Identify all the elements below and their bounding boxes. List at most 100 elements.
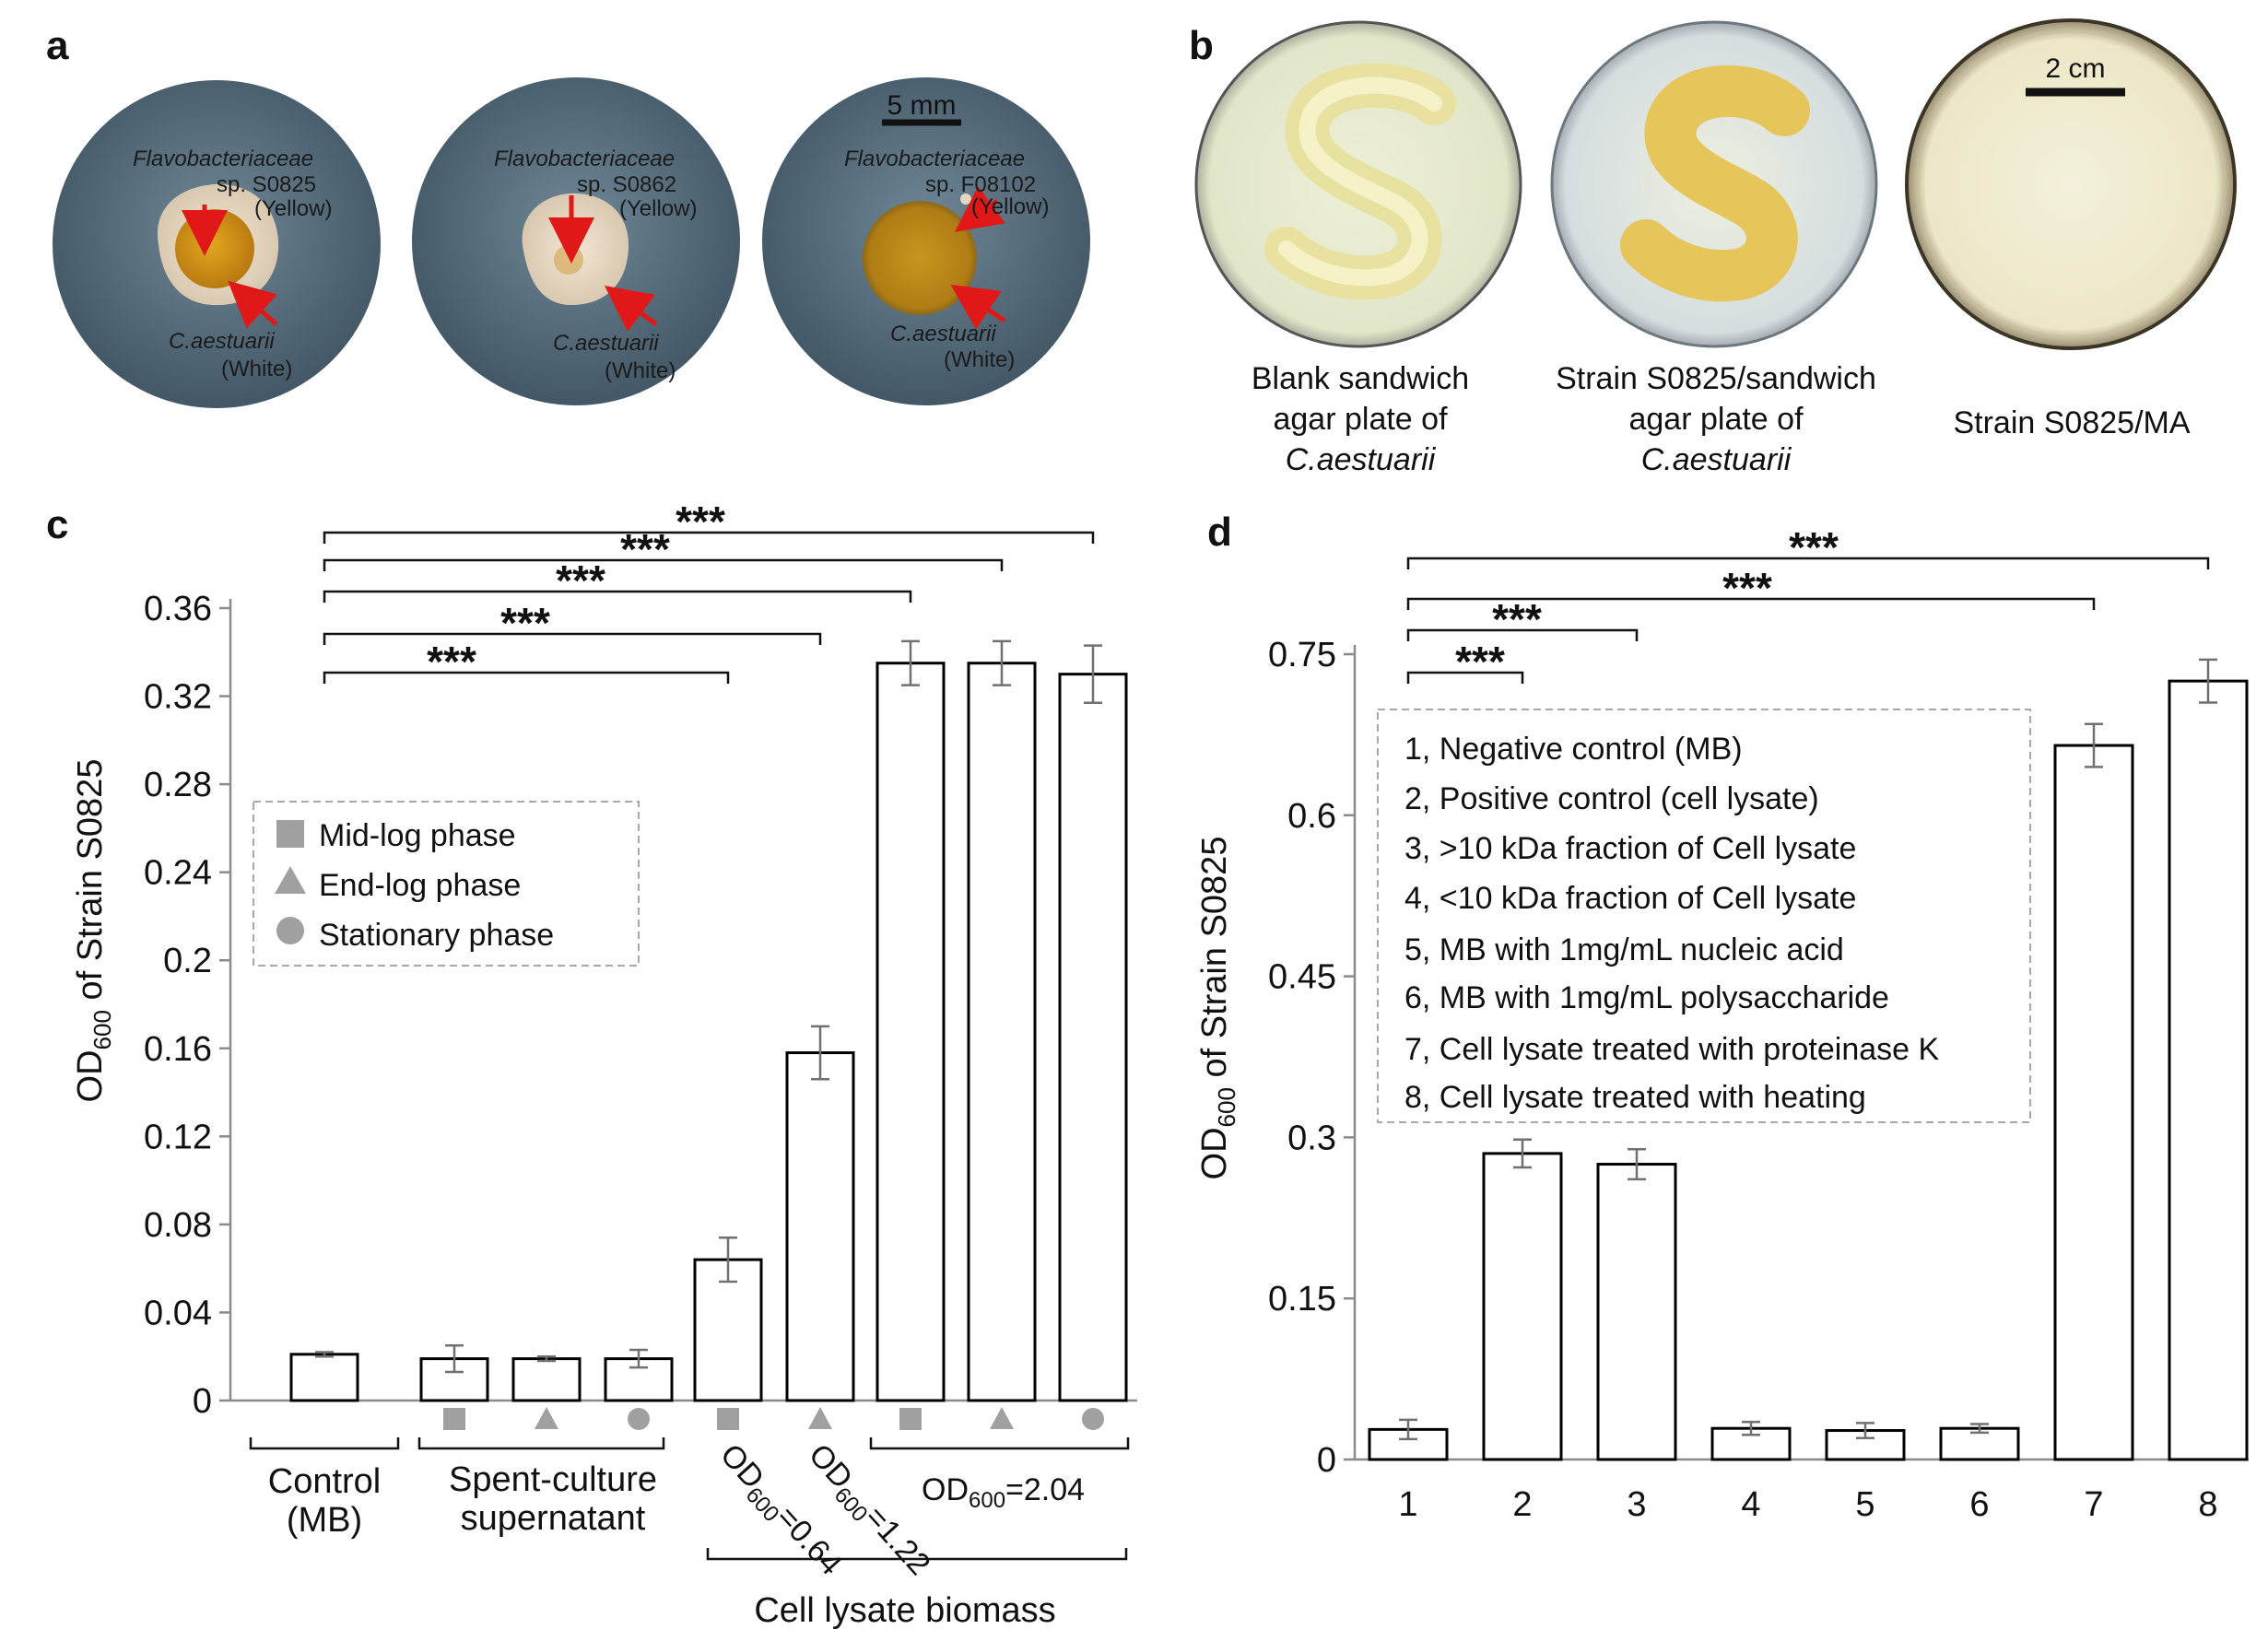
top-color-label: (Yellow) [619, 196, 697, 221]
panel-a-plate-3: 5 mm Flavobacteriaceae sp. F08102 (Yello… [762, 77, 1090, 405]
x-tick-label: 6 [1969, 1485, 1989, 1524]
legend-entry: 3, >10 kDa fraction of Cell lysate [1404, 831, 1856, 866]
bar [693, 1258, 763, 1402]
group-label: Cell lysate biomass [754, 1591, 1055, 1630]
panel-b-plate-3: 2 cm [1905, 18, 2237, 350]
circle-marker-icon [628, 1408, 650, 1430]
x-tick-label: 7 [2084, 1485, 2103, 1524]
bar [1368, 1427, 1449, 1461]
significance-stars: *** [556, 557, 605, 604]
phase-markers [443, 1407, 1104, 1430]
bar [289, 1353, 359, 1402]
bottom-species-label: C.aestuarii [553, 331, 659, 356]
significance-stars: *** [1789, 523, 1839, 571]
x-tick-label: 1 [1398, 1485, 1417, 1524]
caption-line: agar plate of [1273, 402, 1448, 437]
top-species-label: Flavobacteriaceae [494, 147, 675, 171]
significance-bracket [323, 590, 912, 603]
significance-bracket [323, 531, 1095, 544]
bar [2053, 744, 2134, 1461]
y-tick-label: 0.32 [144, 678, 212, 717]
legend-entry: 6, MB with 1mg/mL polysaccharide [1404, 980, 1889, 1015]
caption-line: Blank sandwich [1252, 361, 1469, 396]
caption-line: agar plate of [1628, 402, 1804, 437]
panel-a-plate-2: Flavobacteriaceae sp. S0862 (Yellow) C.a… [412, 77, 740, 405]
significance-stars: *** [620, 525, 670, 573]
legend-entry: 5, MB with 1mg/mL nucleic acid [1404, 932, 1844, 967]
x-tick-label: 5 [1855, 1485, 1874, 1524]
significance-brackets: ************ [1406, 523, 2210, 686]
legend-box [1377, 709, 2031, 1123]
bar [511, 1357, 582, 1402]
group-label: Control [268, 1462, 382, 1501]
legend-entry: Mid-log phase [319, 818, 516, 853]
significance-bracket [323, 558, 1004, 571]
y-tick-label: 0.12 [144, 1118, 212, 1156]
streak-s-inner [1278, 76, 1442, 287]
circle-marker-icon [1082, 1408, 1104, 1430]
bar [785, 1051, 855, 1402]
petri-dish [1905, 18, 2237, 350]
y-axis-label: OD600 of Strain S0825 [71, 759, 116, 1103]
significance-stars: *** [1722, 564, 1772, 612]
caption-line: C.aestuarii [1286, 442, 1437, 477]
y-ticks: 0 0.15 0.3 0.45 0.6 0.75 1 2 3 4 5 6 7 8 [1268, 636, 2249, 1524]
significance-bracket [1406, 671, 1524, 684]
square-marker-icon [443, 1408, 465, 1430]
significance-brackets: *************** [323, 498, 1095, 686]
bar [967, 662, 1037, 1402]
y-tick-label: 0.15 [1268, 1280, 1336, 1319]
legend-entry: 8, Cell lysate treated with heating [1404, 1080, 1866, 1115]
square-marker-icon [717, 1408, 739, 1430]
arrow-icon [228, 280, 278, 329]
legend-entry: Stationary phase [319, 918, 554, 953]
y-tick-label: 0.2 [163, 942, 212, 980]
circle-marker-icon [276, 917, 304, 944]
significance-bracket [323, 671, 730, 684]
y-tick-label: 0 [193, 1382, 212, 1421]
legend-entry: 1, Negative control (MB) [1404, 732, 1743, 767]
top-strain-label: sp. S0862 [577, 172, 676, 197]
panel-a-plate-1: Flavobacteriaceae sp. S0825 (Yellow) C.a… [53, 80, 381, 408]
legend-entry: 7, Cell lysate treated with proteinase K [1404, 1032, 1940, 1067]
group-label: Spent-culture [449, 1460, 657, 1499]
yellow-colony [554, 245, 583, 275]
y-tick-label: 0.28 [144, 766, 212, 804]
top-color-label: (Yellow) [254, 196, 332, 221]
bar [1482, 1152, 1563, 1461]
bar [1058, 673, 1128, 1402]
top-strain-label: sp. S0825 [217, 172, 316, 197]
legend-entry: End-log phase [319, 868, 521, 903]
x-tick-label: 3 [1627, 1485, 1646, 1524]
triangle-marker-icon [535, 1407, 558, 1429]
arrow-icon [950, 284, 1006, 330]
panel-label-b: b [1189, 23, 1214, 68]
chart-c: OD600 of Strain S0825 00.040.080.120.160… [71, 498, 1137, 1630]
panel-b-plate-2 [1550, 20, 1878, 348]
bar [1596, 1163, 1677, 1461]
y-tick-label: 0.04 [144, 1294, 212, 1332]
significance-stars: *** [676, 498, 725, 545]
chart-d: OD600 of Strain S0825 0 0.15 0.3 0.45 0.6 0.7… [1195, 523, 2249, 1524]
y-axis-label: OD600 of Strain S0825 [1195, 837, 1240, 1180]
arrow-icon [605, 286, 658, 332]
significance-bracket [1406, 628, 1639, 641]
group-bracket [869, 1437, 1130, 1450]
bars [1368, 658, 2249, 1461]
caption-line: Strain S0825/MA [1953, 405, 2190, 440]
x-tick-label: 8 [2198, 1485, 2217, 1524]
bar [2168, 679, 2249, 1461]
group-bracket [417, 1437, 665, 1450]
triangle-marker-icon [275, 866, 306, 894]
square-marker-icon [899, 1408, 922, 1430]
top-color-label: (Yellow) [971, 194, 1049, 219]
triangle-marker-icon [990, 1407, 1014, 1429]
bottom-species-label: C.aestuarii [890, 322, 996, 346]
bottom-color-label: (White) [944, 347, 1015, 372]
panel-b-plate-1 [1194, 20, 1522, 348]
y-tick-label: 0 [1317, 1441, 1336, 1480]
bottom-species-label: C.aestuarii [169, 329, 275, 354]
panel-label-d: d [1207, 510, 1232, 555]
group-bracket [249, 1437, 400, 1450]
arrow-icon [954, 186, 1005, 232]
